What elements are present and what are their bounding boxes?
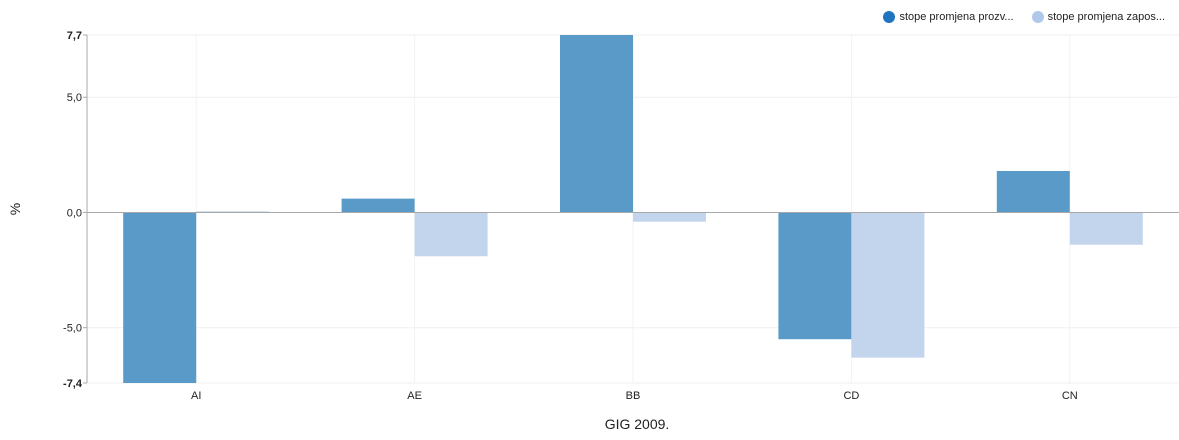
y-axis-title: % <box>7 203 23 215</box>
bar-ae-series-1[interactable] <box>341 198 415 213</box>
axes: AI AE BB CD CN 7,7 5,0 0,0 -5,0 -7,4 <box>63 30 1179 402</box>
legend-label-series-1: stope promjena prozv... <box>899 11 1014 23</box>
y-tick-label-4: -7,4 <box>63 378 83 390</box>
legend-label-series-2: stope promjena zapos... <box>1047 11 1165 23</box>
legend-item-series-1[interactable]: stope promjena prozv... <box>883 11 1014 23</box>
y-tick-label-0: 7,7 <box>67 30 82 42</box>
bars <box>123 35 1143 383</box>
x-tick-label-bb: BB <box>626 390 641 402</box>
bar-cd-series-2[interactable] <box>851 212 925 358</box>
x-axis-title: GIG 2009. <box>605 416 670 432</box>
x-tick-label-cd: CD <box>843 390 859 402</box>
x-tick-label-cn: CN <box>1062 390 1078 402</box>
bar-bb-series-2[interactable] <box>633 212 706 222</box>
y-tick-label-3: -5,0 <box>63 323 82 335</box>
legend-swatch-series-1 <box>883 11 896 23</box>
legend-swatch-series-2 <box>1031 11 1044 23</box>
bar-bb-series-1[interactable] <box>560 35 633 213</box>
bar-ae-series-2[interactable] <box>414 212 488 257</box>
y-tick-label-2: 0,0 <box>67 207 82 219</box>
bar-cd-series-1[interactable] <box>778 212 852 340</box>
x-tick-label-ae: AE <box>407 390 422 402</box>
bar-ai-series-1[interactable] <box>123 212 197 383</box>
legend: stope promjena prozv... stope promjena z… <box>883 11 1165 23</box>
y-tick-label-1: 5,0 <box>67 92 82 104</box>
bar-cn-series-1[interactable] <box>996 170 1070 213</box>
bar-cn-series-2[interactable] <box>1069 212 1143 245</box>
x-tick-label-ai: AI <box>191 390 201 402</box>
legend-item-series-2[interactable]: stope promjena zapos... <box>1031 11 1165 23</box>
